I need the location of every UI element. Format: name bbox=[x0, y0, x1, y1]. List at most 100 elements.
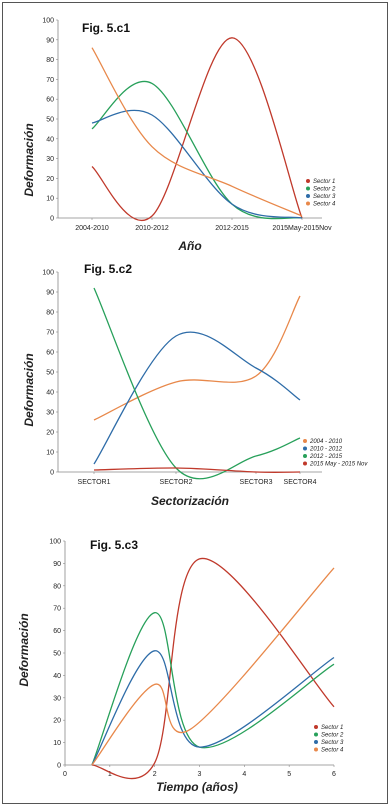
panel-1: Fig. 5.c1 Deformación Año bbox=[22, 21, 202, 253]
legend-marker-3 bbox=[306, 194, 310, 198]
y-tick-label: 90 bbox=[53, 561, 61, 568]
y-tick-label: 80 bbox=[46, 310, 54, 317]
y-tick-label: 30 bbox=[46, 410, 54, 417]
x-tick-label: 2010-2012 bbox=[135, 225, 169, 232]
x-tick-label: SECTOR2 bbox=[160, 479, 193, 486]
y-tick-label: 70 bbox=[53, 606, 61, 613]
y-tick-label: 30 bbox=[46, 156, 54, 163]
y-tick-label: 70 bbox=[46, 77, 54, 84]
series-line-1 bbox=[91, 558, 335, 779]
y-tick-label: 20 bbox=[53, 718, 61, 725]
y-tick-label: 30 bbox=[53, 695, 61, 702]
legend-entry-4: Sector 4 bbox=[321, 748, 344, 754]
series-line-1 bbox=[91, 37, 303, 221]
legend-entry-2: Sector 2 bbox=[321, 733, 344, 739]
legend-entry-4: 2015 May - 2015 Nov bbox=[309, 462, 368, 468]
x-tick-label: 1 bbox=[108, 771, 112, 778]
series-line-3 bbox=[93, 287, 301, 480]
legend-marker-2 bbox=[314, 732, 318, 737]
legend-marker-1 bbox=[314, 725, 318, 729]
panel-1-title: Fig. 5.c1 bbox=[82, 21, 130, 35]
y-tick-label: 0 bbox=[50, 470, 54, 477]
y-tick-label: 100 bbox=[49, 539, 61, 546]
legend-entry-1: Sector 1 bbox=[313, 179, 335, 185]
x-tick-label: 0 bbox=[63, 771, 67, 778]
panel-3-y-axis-label: Deformación bbox=[17, 613, 31, 686]
panel-2-title: Fig. 5.c2 bbox=[84, 262, 132, 276]
panel-2: Fig. 5.c2 Deformación Sectorización bbox=[22, 262, 229, 508]
y-tick-label: 10 bbox=[46, 196, 54, 203]
legend-marker-1 bbox=[303, 439, 307, 443]
panel-3-x-axis-label: Tiempo (años) bbox=[156, 780, 238, 794]
y-tick-label: 70 bbox=[46, 330, 54, 337]
legend-marker-1 bbox=[306, 179, 310, 183]
y-tick-label: 90 bbox=[46, 37, 54, 44]
legend-entry-2: 2010 - 2012 bbox=[309, 447, 343, 453]
legend-marker-4 bbox=[306, 201, 310, 206]
panel-3: Fig. 5.c3 Deformación Tiempo (años) bbox=[17, 538, 238, 794]
panel-3-title: Fig. 5.c3 bbox=[90, 538, 138, 552]
panel-3-plot: 0 10 20 30 40 50 60 70 80 90 100 0 1 2 3 4 5 6 Sector 1 Sec… bbox=[49, 539, 344, 779]
legend-marker-3 bbox=[314, 740, 318, 744]
y-tick-label: 60 bbox=[53, 628, 61, 635]
series-line-1 bbox=[93, 295, 301, 421]
legend-entry-4: Sector 4 bbox=[313, 202, 336, 208]
x-tick-label: SECTOR4 bbox=[284, 479, 317, 486]
panel-2-x-axis-label: Sectorización bbox=[151, 494, 229, 508]
series-line-4 bbox=[91, 47, 303, 217]
legend-marker-4 bbox=[314, 747, 318, 752]
legend-entry-3: 2012 - 2015 bbox=[309, 454, 343, 460]
legend-entry-3: Sector 3 bbox=[321, 740, 344, 746]
series-line-4 bbox=[93, 467, 301, 473]
x-tick-label: 2015May-2015Nov bbox=[272, 225, 332, 232]
x-tick-label: 5 bbox=[287, 771, 291, 778]
y-tick-label: 50 bbox=[46, 117, 54, 124]
y-tick-label: 50 bbox=[53, 651, 61, 658]
y-tick-label: 20 bbox=[46, 430, 54, 437]
legend-marker-2 bbox=[303, 446, 307, 451]
y-tick-label: 100 bbox=[42, 18, 54, 25]
y-tick-label: 0 bbox=[57, 763, 61, 770]
y-tick-label: 40 bbox=[46, 390, 54, 397]
series-line-3 bbox=[91, 109, 303, 219]
y-tick-label: 0 bbox=[50, 216, 54, 223]
series-line-4 bbox=[91, 567, 335, 766]
x-tick-label: SECTOR3 bbox=[240, 479, 273, 486]
series-line-2 bbox=[93, 331, 301, 465]
legend-entry-1: 2004 - 2010 bbox=[309, 439, 343, 445]
y-tick-label: 80 bbox=[53, 583, 61, 590]
series-line-3 bbox=[91, 650, 335, 766]
y-tick-label: 60 bbox=[46, 350, 54, 357]
y-tick-label: 20 bbox=[46, 176, 54, 183]
legend-entry-3: Sector 3 bbox=[313, 194, 336, 200]
legend-marker-3 bbox=[303, 454, 307, 458]
x-tick-label: 3 bbox=[198, 771, 202, 778]
x-tick-label: 2004-2010 bbox=[75, 225, 109, 232]
legend-entry-2: Sector 2 bbox=[313, 187, 336, 193]
x-tick-label: 2 bbox=[153, 771, 157, 778]
panel-2-plot: 0 10 20 30 40 50 60 70 80 90 100 SECTOR1 SECTOR2 SECT… bbox=[42, 270, 368, 487]
y-tick-label: 100 bbox=[42, 270, 54, 277]
panel-1-plot: 0 10 20 30 40 50 60 70 80 90 100 2004-2010 2010-2012… bbox=[42, 18, 336, 233]
series-line-2 bbox=[91, 80, 303, 220]
legend-marker-2 bbox=[306, 186, 310, 191]
y-tick-label: 50 bbox=[46, 370, 54, 377]
series-line-2 bbox=[91, 612, 335, 766]
figure-frame bbox=[2, 2, 388, 804]
legend-marker-4 bbox=[303, 461, 307, 466]
y-tick-label: 10 bbox=[53, 740, 61, 747]
y-tick-label: 40 bbox=[46, 136, 54, 143]
panel-2-y-axis-label: Deformación bbox=[22, 353, 36, 426]
y-tick-label: 90 bbox=[46, 290, 54, 297]
x-tick-label: 4 bbox=[242, 771, 246, 778]
legend-entry-1: Sector 1 bbox=[321, 725, 343, 731]
y-tick-label: 60 bbox=[46, 97, 54, 104]
panel-1-x-axis-label: Año bbox=[177, 239, 201, 253]
x-tick-label: 6 bbox=[332, 771, 336, 778]
y-tick-label: 40 bbox=[53, 673, 61, 680]
y-tick-label: 80 bbox=[46, 57, 54, 64]
x-tick-label: SECTOR1 bbox=[78, 479, 111, 486]
panel-1-y-axis-label: Deformación bbox=[22, 123, 36, 196]
x-tick-label: 2012-2015 bbox=[215, 225, 249, 232]
